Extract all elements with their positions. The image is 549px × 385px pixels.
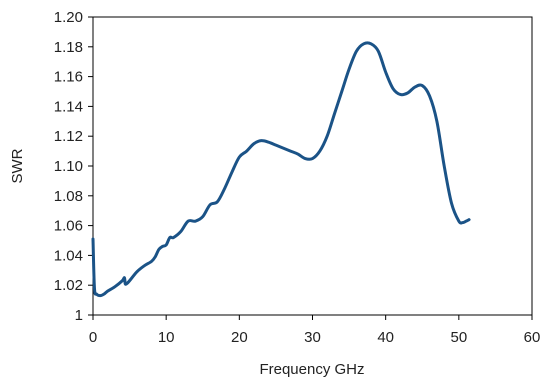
y-tick-label: 1.06 — [54, 218, 83, 235]
y-tick-label: 1.04 — [54, 247, 83, 264]
axis-ticks — [88, 16, 533, 320]
x-axis-title: Frequency GHz — [259, 361, 364, 378]
x-tick-label: 50 — [450, 329, 467, 346]
series-line-swr — [91, 41, 471, 298]
x-tick-label: 40 — [377, 329, 394, 346]
x-tick-label: 20 — [231, 329, 248, 346]
y-tick-labels: 1 1.02 1.04 1.06 1.08 1.10 1.12 1.14 1.16 1.18 1.2… — [54, 9, 83, 324]
y-tick-label: 1.14 — [54, 98, 83, 115]
y-tick-label: 1.08 — [54, 188, 83, 205]
x-tick-label: 0 — [89, 329, 97, 346]
plot-area-frame — [92, 16, 533, 316]
y-tick-label: 1.18 — [54, 39, 83, 56]
y-tick-label: 1.02 — [54, 277, 83, 294]
x-tick-label: 30 — [304, 329, 321, 346]
y-tick-label: 1.16 — [54, 69, 83, 86]
x-tick-label: 60 — [524, 329, 541, 346]
x-tick-labels: 0 10 20 30 40 50 60 — [89, 329, 541, 346]
y-tick-label: 1.10 — [54, 158, 83, 175]
series-group — [91, 41, 471, 298]
y-tick-label: 1 — [75, 307, 83, 324]
y-tick-label: 1.12 — [54, 128, 83, 145]
y-tick-label: 1.20 — [54, 9, 83, 26]
x-tick-label: 10 — [158, 329, 175, 346]
y-axis-title: SWR — [9, 148, 26, 183]
